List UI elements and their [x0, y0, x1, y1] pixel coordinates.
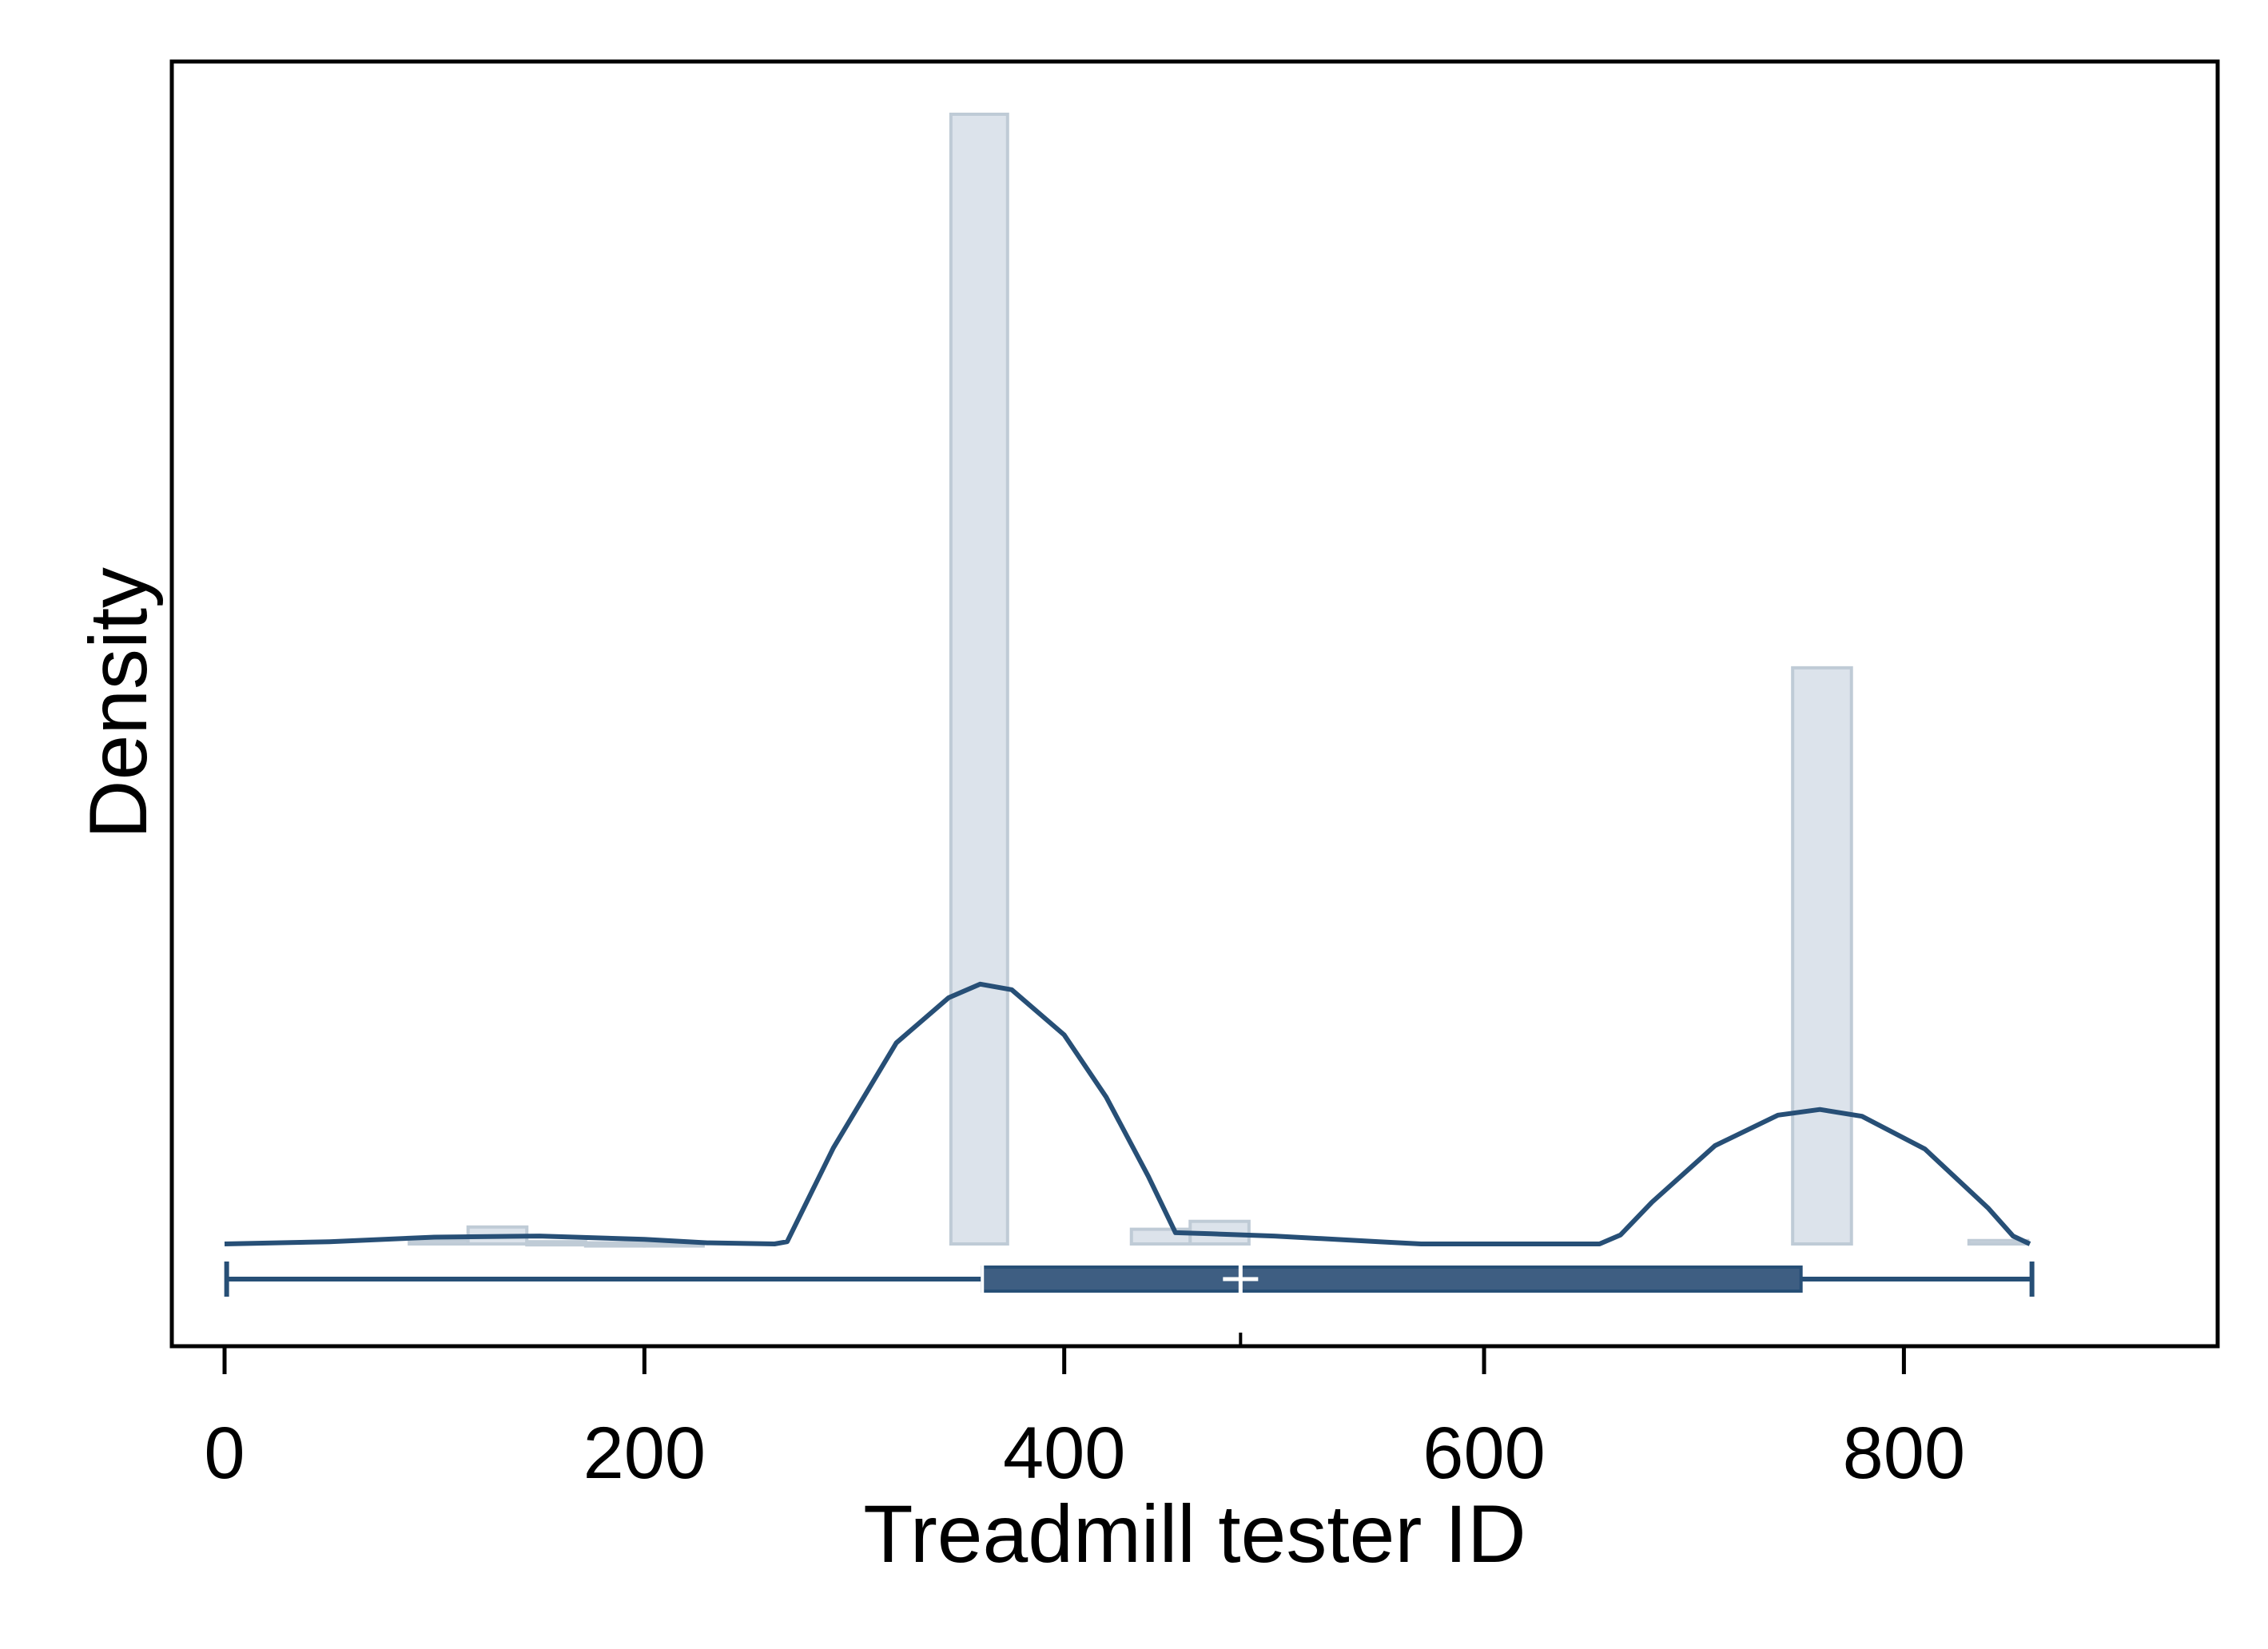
x-tick-label: 800	[1843, 1413, 1966, 1494]
histogram-bar	[949, 113, 1009, 1246]
y-axis-title: Density	[73, 567, 164, 839]
plot-frame	[169, 59, 2220, 1349]
x-tick-label: 0	[204, 1413, 245, 1494]
density-curve	[224, 981, 2031, 1246]
x-tick-label: 600	[1422, 1413, 1546, 1494]
x-axis-title: Treadmill tester ID	[863, 1488, 1526, 1579]
histogram-bar	[525, 1240, 587, 1247]
histogram-bar	[1791, 666, 1853, 1246]
x-tick-label: 200	[583, 1413, 706, 1494]
boxplot-box	[981, 1266, 1803, 1293]
x-tick-label: 400	[1003, 1413, 1126, 1494]
histogram-bars	[408, 113, 2030, 1248]
x-axis-ticks: 0 200 400 600 800	[204, 1346, 1965, 1494]
histogram-bar	[408, 1238, 470, 1246]
boxplot	[224, 1262, 2035, 1346]
histogram-bar	[583, 1241, 647, 1248]
